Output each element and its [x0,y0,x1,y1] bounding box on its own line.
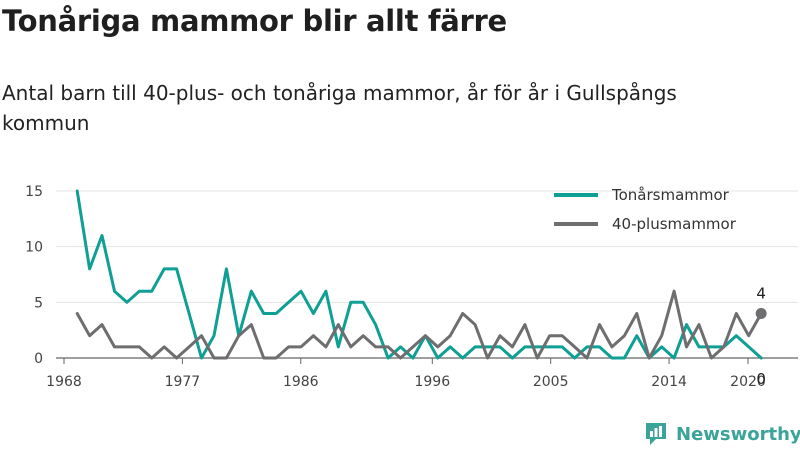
series-lines: 04 [75,189,767,388]
brand-name: Newsworthy [676,423,800,445]
x-tick-label: 2005 [533,374,569,390]
x-tick-label: 1977 [165,374,201,390]
x-tick-label: 2014 [651,374,687,390]
series-line-40-plusmammor [75,289,763,360]
y-tick-label: 15 [25,184,43,200]
y-axis-ticks: 0 5 10 15 [25,184,43,367]
newsworthy-logo: Newsworthy [644,419,800,449]
x-tick-label: 1986 [283,374,319,390]
y-tick-label: 0 [34,351,43,367]
y-tick-label: 10 [25,240,43,256]
x-axis-ticks: 1968 1977 1986 1996 2005 2014 2020 [46,358,766,390]
series-end-label: 4 [756,284,766,302]
series-end-label: 0 [756,370,766,388]
series-end-marker [755,307,767,319]
x-tick-label: 2020 [730,374,766,390]
x-tick-label: 1996 [414,374,450,390]
legend-label: Tonårsmammor [611,186,730,204]
bar-chart-icon [646,423,666,445]
y-tick-label: 5 [34,295,43,311]
chart-subtitle: Antal barn till 40-plus- och tonåriga ma… [2,81,677,135]
legend-label: 40-plusmammor [612,215,737,233]
legend: Tonårsmammor 40-plusmammor [554,186,737,233]
chart-title: Tonåriga mammor blir allt färre [2,4,507,38]
x-tick-label: 1968 [46,374,82,390]
